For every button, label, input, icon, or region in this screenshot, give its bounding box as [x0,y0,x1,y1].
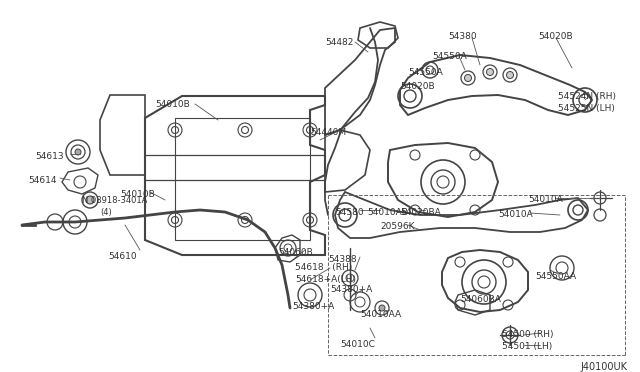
Circle shape [506,71,513,78]
Text: 54501 (LH): 54501 (LH) [502,342,552,351]
Text: 54020B: 54020B [400,82,435,91]
Text: N 08918-3401A: N 08918-3401A [82,196,147,205]
Text: 54550A: 54550A [432,52,467,61]
Text: 54060BA: 54060BA [460,295,501,304]
Text: 54020B: 54020B [538,32,573,41]
Text: 54020BA: 54020BA [400,208,441,217]
Text: 20596K: 20596K [380,222,415,231]
Text: 54060B: 54060B [278,248,313,257]
Text: 54010C: 54010C [340,340,375,349]
Circle shape [86,196,94,204]
Text: 54550AA: 54550AA [535,272,576,281]
Text: 54380+A: 54380+A [292,302,334,311]
Text: 54440M: 54440M [310,128,346,137]
Text: (4): (4) [100,208,112,217]
Text: 54388: 54388 [328,255,356,264]
Text: 54010B: 54010B [120,190,155,199]
Text: 54618   (RH): 54618 (RH) [295,263,352,272]
Text: 54613: 54613 [35,152,63,161]
Text: 54610: 54610 [108,252,136,261]
Text: 54010AA: 54010AA [360,310,401,319]
Circle shape [379,305,385,311]
Text: J40100UK: J40100UK [580,362,627,372]
Text: 54010B: 54010B [155,100,189,109]
Text: 54550A: 54550A [408,68,443,77]
Text: 54380+A: 54380+A [330,285,372,294]
Text: 54482: 54482 [325,38,353,47]
Text: 54010AB: 54010AB [367,208,408,217]
Circle shape [486,68,493,76]
Text: 54010A: 54010A [498,210,532,219]
Text: 54525N (LH): 54525N (LH) [558,104,615,113]
Text: 54580: 54580 [335,208,364,217]
Circle shape [465,74,472,81]
Text: 54524N (RH): 54524N (RH) [558,92,616,101]
Text: 54614: 54614 [28,176,56,185]
Circle shape [75,149,81,155]
Text: 54010A: 54010A [528,195,563,204]
Text: 54500 (RH): 54500 (RH) [502,330,554,339]
Text: 54618+A(LH): 54618+A(LH) [295,275,356,284]
Text: 54380: 54380 [448,32,477,41]
